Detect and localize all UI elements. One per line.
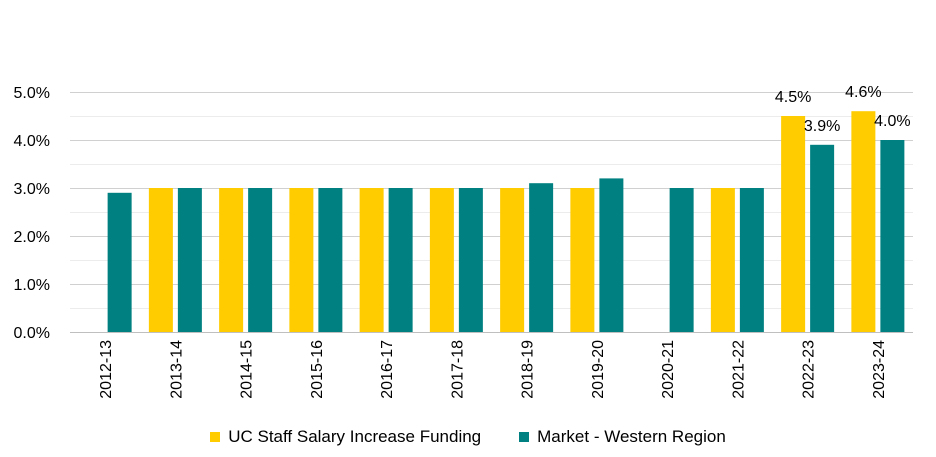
y-axis-tick-labels: 0.0% 1.0% 2.0% 3.0% 4.0% 5.0% xyxy=(14,85,50,342)
bars xyxy=(107,111,905,332)
legend-swatch-uc-staff xyxy=(210,432,221,442)
data-label: 4.5% xyxy=(775,89,811,106)
legend-label-market-western: Market - Western Region xyxy=(537,427,726,446)
y-tick-label: 1.0% xyxy=(14,277,50,294)
x-tick-label: 2020-21 xyxy=(660,340,677,399)
bar-uc-staff-2013-14 xyxy=(148,188,173,332)
bar-market-western-2021-22 xyxy=(739,188,764,332)
bar-market-western-2012-13 xyxy=(107,192,132,332)
data-label: 4.0% xyxy=(874,113,910,130)
legend-swatch-market-western xyxy=(519,432,530,442)
bar-market-western-2019-20 xyxy=(599,178,624,332)
y-tick-label: 4.0% xyxy=(14,133,50,150)
x-axis-tick-labels: 2012-13 2013-14 2014-15 2015-16 2016-17 2017-… xyxy=(98,340,888,399)
x-tick-label: 2014-15 xyxy=(239,340,256,399)
bar-uc-staff-2014-15 xyxy=(219,188,244,332)
data-labels: 4.5% 3.9% 4.6% 4.0% xyxy=(775,84,911,135)
bar-uc-staff-2023-24 xyxy=(851,111,876,332)
legend: UC Staff Salary Increase Funding Market … xyxy=(0,425,936,449)
bar-market-western-2015-16 xyxy=(318,188,343,332)
bar-uc-staff-2017-18 xyxy=(429,188,454,332)
bar-uc-staff-2015-16 xyxy=(289,188,314,332)
x-tick-label: 2022-23 xyxy=(801,340,818,399)
legend-item-market-western: Market - Western Region xyxy=(519,427,726,447)
gridlines xyxy=(70,92,913,309)
x-tick-label: 2012-13 xyxy=(98,340,115,399)
bar-market-western-2020-21 xyxy=(669,188,694,332)
bar-uc-staff-2019-20 xyxy=(570,188,595,332)
y-tick-label: 5.0% xyxy=(14,85,50,102)
bar-uc-staff-2022-23 xyxy=(781,116,806,332)
legend-item-uc-staff: UC Staff Salary Increase Funding xyxy=(210,427,481,447)
y-tick-label: 3.0% xyxy=(14,181,50,198)
bar-uc-staff-2021-22 xyxy=(710,188,735,332)
bar-market-western-2014-15 xyxy=(248,188,273,332)
x-tick-label: 2021-22 xyxy=(730,340,747,399)
y-tick-label: 0.0% xyxy=(14,325,50,342)
bar-market-western-2016-17 xyxy=(388,188,413,332)
bar-chart: 0.0% 1.0% 2.0% 3.0% 4.0% 5.0% 4.5% 3.9% 4.6% 4.0… xyxy=(14,84,913,399)
data-label: 3.9% xyxy=(804,118,840,135)
y-tick-label: 2.0% xyxy=(14,229,50,246)
bar-market-western-2017-18 xyxy=(458,188,483,332)
bar-uc-staff-2018-19 xyxy=(500,188,525,332)
x-tick-label: 2019-20 xyxy=(590,340,607,399)
bar-market-western-2022-23 xyxy=(810,144,835,332)
x-tick-label: 2016-17 xyxy=(379,340,396,399)
x-tick-label: 2013-14 xyxy=(168,340,185,399)
bar-market-western-2013-14 xyxy=(177,188,202,332)
bar-uc-staff-2016-17 xyxy=(359,188,384,332)
x-tick-label: 2023-24 xyxy=(871,340,888,399)
bar-market-western-2018-19 xyxy=(529,183,554,332)
x-tick-label: 2017-18 xyxy=(449,340,466,399)
bar-market-western-2023-24 xyxy=(880,140,905,332)
data-label: 4.6% xyxy=(845,84,881,101)
x-tick-label: 2015-16 xyxy=(309,340,326,399)
legend-label-uc-staff: UC Staff Salary Increase Funding xyxy=(228,427,482,446)
x-tick-label: 2018-19 xyxy=(520,340,537,399)
